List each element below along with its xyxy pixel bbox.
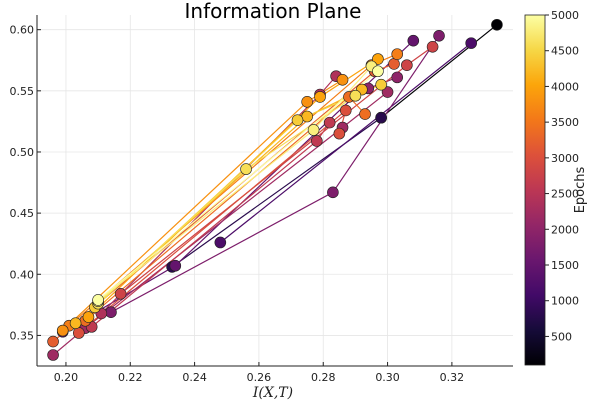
y-tick-label: 0.55	[10, 85, 35, 98]
data-point	[314, 91, 326, 103]
data-point	[391, 71, 404, 84]
colorbar-gradient	[525, 15, 545, 365]
data-point	[214, 236, 227, 249]
series-line	[78, 108, 347, 334]
data-point	[240, 163, 252, 175]
data-point	[407, 34, 420, 47]
x-tick-label: 0.30	[375, 371, 400, 384]
data-point	[349, 89, 362, 102]
data-point	[82, 311, 95, 323]
y-tick-label: 0.35	[10, 329, 35, 342]
colorbar-tick-label: 3500	[551, 116, 579, 129]
data-point	[291, 114, 304, 126]
chart-title: Information Plane	[185, 0, 362, 23]
colorbar-tick-label: 1000	[551, 295, 579, 308]
data-point	[375, 78, 387, 91]
data-point	[336, 74, 349, 86]
colorbar-tick-label: 5000	[551, 9, 579, 22]
y-tick-label: 0.40	[10, 268, 35, 281]
colorbar: 500100015002000250030003500400045005000 …	[524, 9, 588, 366]
data-point	[359, 108, 371, 120]
data-point	[301, 110, 313, 123]
data-point	[105, 306, 117, 318]
data-point	[465, 37, 477, 49]
series-lines	[52, 24, 498, 356]
data-point	[372, 53, 384, 65]
colorbar-tick-label: 4000	[551, 80, 579, 93]
data-point	[47, 349, 59, 361]
data-point	[327, 186, 339, 199]
data-point	[311, 135, 323, 147]
data-point	[381, 86, 394, 98]
data-point	[307, 124, 320, 136]
colorbar-tick-label: 3000	[551, 152, 579, 165]
data-point	[339, 104, 352, 117]
grid-lines	[37, 15, 513, 366]
data-point	[301, 96, 313, 108]
data-point	[391, 48, 404, 60]
data-point	[433, 29, 445, 42]
data-point	[169, 259, 182, 272]
plot-axes	[36, 15, 513, 367]
x-axis-ticks: 0.20 0.22 0.24 0.26 0.28 0.30 0.32	[54, 362, 464, 384]
colorbar-tick-label: 500	[551, 330, 572, 343]
x-tick-label: 0.20	[54, 371, 79, 384]
data-point	[375, 111, 387, 124]
x-axis-label: I(X,T)	[252, 385, 293, 400]
data-point	[69, 317, 82, 329]
data-point	[333, 127, 346, 140]
colorbar-ticks: 500 1000 1500 2000 2500 3000 3500 4000 4500 5000	[524, 9, 579, 366]
x-tick-label: 0.26	[247, 371, 272, 384]
x-tick-label: 0.28	[311, 371, 336, 384]
data-point	[92, 294, 104, 306]
data-point	[73, 327, 85, 339]
series-line	[380, 24, 498, 119]
y-tick-label: 0.60	[10, 24, 35, 37]
data-point	[114, 288, 127, 300]
y-axis-ticks: 0.35 0.40 0.45 0.50 0.55 0.60	[10, 24, 41, 342]
colorbar-label: Epochs	[573, 166, 588, 213]
series-points	[47, 18, 503, 361]
data-point	[388, 58, 400, 70]
colorbar-tick-label: 2000	[551, 223, 579, 236]
colorbar-frame	[524, 14, 546, 366]
x-tick-label: 0.24	[182, 371, 207, 384]
x-tick-label: 0.22	[118, 371, 143, 384]
y-tick-label: 0.45	[10, 207, 35, 220]
data-point	[56, 324, 69, 337]
x-tick-label: 0.32	[440, 371, 465, 384]
colorbar-tick-label: 1500	[551, 259, 579, 272]
series-line	[219, 42, 472, 243]
data-point	[372, 65, 384, 78]
data-point	[491, 18, 503, 31]
colorbar-tick-label: 2500	[551, 188, 579, 201]
colorbar-tick-label: 4500	[551, 45, 579, 58]
data-point	[47, 335, 59, 348]
y-tick-label: 0.50	[10, 146, 35, 159]
series-line	[97, 70, 379, 301]
data-point	[323, 116, 336, 129]
data-point	[401, 59, 413, 71]
data-point	[426, 40, 439, 53]
